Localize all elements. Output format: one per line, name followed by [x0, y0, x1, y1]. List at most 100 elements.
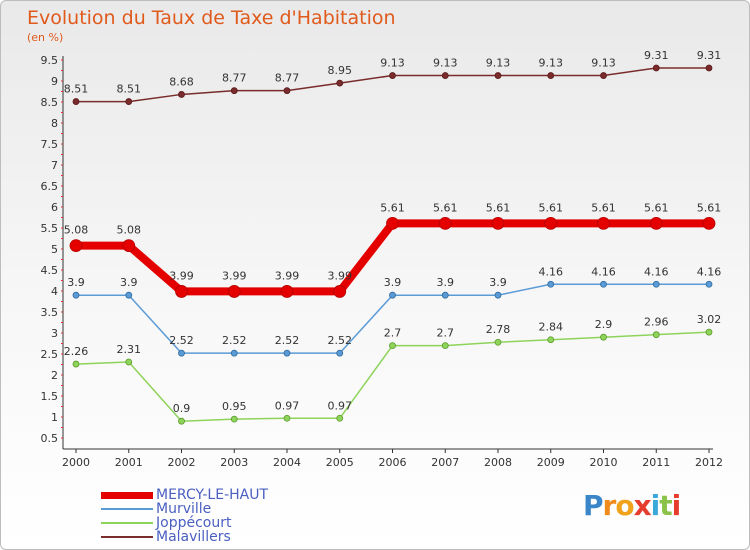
- data-label-murville: 4.16: [539, 265, 564, 278]
- y-tick-label: 5.5: [41, 222, 59, 235]
- data-label-mercy-le-haut: 3.99: [275, 269, 300, 282]
- legend-label-mercy: MERCY-LE-HAUT: [156, 487, 269, 503]
- data-label-mercy-le-haut: 3.99: [222, 269, 247, 282]
- data-point-malavillers: [336, 79, 344, 87]
- legend-swatch-joppecourt: [101, 522, 153, 524]
- data-label-mercy-le-haut: 5.61: [433, 201, 458, 214]
- y-tick-label: 1: [51, 411, 58, 424]
- data-label-jopp-court: 2.84: [539, 321, 564, 334]
- proxiti-logo-letter: i: [650, 489, 661, 522]
- x-tick-label: 2011: [642, 456, 670, 469]
- data-point-jopp-court: [600, 333, 607, 341]
- y-tick-label: 8.5: [41, 96, 59, 109]
- data-point-mercy-le-haut: [175, 285, 188, 298]
- data-point-mercy-le-haut: [69, 239, 83, 253]
- data-point-murville: [125, 291, 133, 299]
- data-point-jopp-court: [494, 338, 502, 346]
- data-label-jopp-court: 2.96: [644, 316, 669, 329]
- data-label-mercy-le-haut: 5.08: [64, 224, 89, 237]
- x-tick-label: 2007: [431, 456, 459, 469]
- data-point-malavillers: [441, 72, 449, 79]
- legend-label-joppecourt: Joppécourt: [156, 515, 232, 531]
- data-label-malavillers: 9.31: [644, 49, 669, 62]
- data-point-murville: [389, 291, 396, 299]
- data-point-murville: [283, 349, 291, 357]
- data-point-murville: [652, 280, 660, 288]
- data-point-jopp-court: [389, 342, 396, 350]
- x-tick-label: 2001: [115, 456, 143, 469]
- data-point-mercy-le-haut: [438, 216, 452, 230]
- x-tick-label: 2008: [484, 456, 512, 469]
- data-label-jopp-court: 2.9: [595, 318, 613, 331]
- legend-swatch-malavillers: [101, 536, 153, 538]
- legend-swatch-murville: [101, 508, 153, 510]
- x-tick-label: 2003: [220, 456, 248, 469]
- y-tick-label: 9.5: [41, 54, 59, 67]
- x-tick-label: 2005: [326, 456, 354, 469]
- y-tick-label: 1.5: [41, 390, 59, 403]
- data-point-jopp-court: [336, 414, 344, 422]
- data-point-jopp-court: [547, 336, 555, 344]
- data-label-malavillers: 8.77: [275, 72, 300, 85]
- data-label-jopp-court: 0.97: [275, 399, 300, 412]
- y-tick-label: 3.5: [41, 306, 59, 319]
- data-point-jopp-court: [125, 358, 133, 366]
- data-label-malavillers: 9.13: [380, 57, 405, 70]
- proxiti-logo-letter: t: [659, 489, 672, 522]
- y-tick-label: 4: [51, 285, 58, 298]
- data-label-murville: 2.52: [222, 334, 247, 347]
- data-label-jopp-court: 2.26: [64, 345, 89, 358]
- data-point-murville: [705, 280, 713, 288]
- data-label-murville: 4.16: [591, 265, 616, 278]
- y-tick-label: 8: [51, 117, 58, 130]
- y-tick-label: 6: [51, 201, 58, 214]
- data-point-jopp-court: [441, 342, 449, 350]
- data-point-murville: [494, 291, 502, 299]
- x-tick-label: 2002: [168, 456, 196, 469]
- data-point-jopp-court: [230, 415, 238, 423]
- data-point-murville: [72, 291, 80, 299]
- data-label-malavillers: 8.51: [117, 83, 142, 96]
- data-point-malavillers: [652, 64, 660, 72]
- data-label-murville: 2.52: [328, 334, 353, 347]
- legend-item-malavillers: Malavillers: [101, 529, 361, 545]
- data-point-murville: [178, 349, 185, 357]
- x-tick-label: 2012: [695, 456, 723, 469]
- data-point-mercy-le-haut: [280, 285, 294, 298]
- data-point-malavillers: [705, 64, 713, 72]
- data-label-murville: 3.9: [489, 276, 507, 289]
- x-tick-label: 2000: [62, 456, 90, 469]
- data-point-mercy-le-haut: [544, 216, 558, 230]
- data-point-jopp-court: [178, 417, 185, 425]
- chart-subtitle: (en %): [27, 31, 64, 44]
- data-point-mercy-le-haut: [333, 285, 347, 298]
- data-point-mercy-le-haut: [649, 216, 663, 230]
- data-label-murville: 2.52: [275, 334, 300, 347]
- data-label-malavillers: 9.13: [433, 57, 458, 70]
- data-point-murville: [547, 280, 555, 288]
- data-label-jopp-court: 3.02: [697, 313, 722, 326]
- chart-title: Evolution du Taux de Taxe d'Habitation: [27, 7, 396, 29]
- data-point-mercy-le-haut: [227, 285, 241, 298]
- proxiti-logo-letter: x: [633, 489, 652, 522]
- data-label-mercy-le-haut: 5.61: [697, 201, 722, 214]
- proxiti-logo: Proxiti: [583, 489, 681, 522]
- x-tick-label: 2009: [537, 456, 565, 469]
- data-label-mercy-le-haut: 3.99: [169, 269, 194, 282]
- data-label-mercy-le-haut: 5.08: [117, 224, 142, 237]
- data-point-jopp-court: [652, 331, 660, 339]
- proxiti-logo-letter: P: [583, 489, 604, 522]
- data-label-murville: 4.16: [644, 265, 669, 278]
- y-tick-label: 6.5: [41, 180, 59, 193]
- data-point-mercy-le-haut: [386, 216, 399, 230]
- data-label-mercy-le-haut: 5.61: [644, 201, 669, 214]
- data-label-jopp-court: 2.31: [117, 343, 142, 356]
- data-point-mercy-le-haut: [491, 216, 505, 230]
- data-label-malavillers: 9.13: [591, 57, 616, 70]
- data-label-mercy-le-haut: 5.61: [380, 201, 405, 214]
- y-tick-label: 3: [51, 327, 58, 340]
- data-point-malavillers: [178, 91, 185, 98]
- y-tick-label: 2.5: [41, 348, 59, 361]
- y-tick-label: 2: [51, 369, 58, 382]
